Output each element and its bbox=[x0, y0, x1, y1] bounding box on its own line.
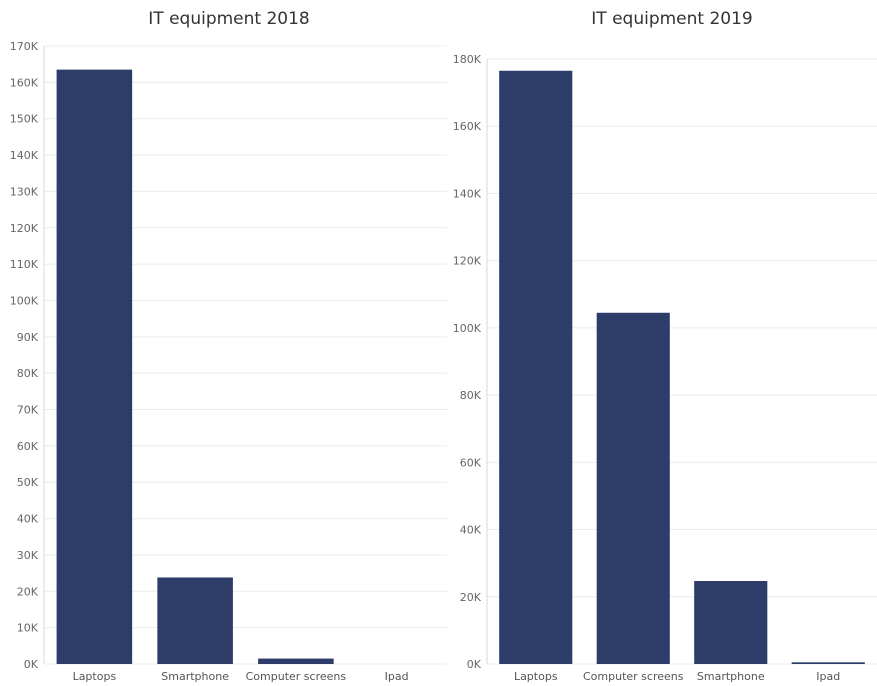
x-category-label: Computer screens bbox=[246, 670, 347, 683]
y-tick-label: 0K bbox=[24, 658, 39, 671]
y-tick-label: 130K bbox=[10, 185, 39, 198]
y-tick-label: 140K bbox=[10, 149, 39, 162]
y-tick-label: 140K bbox=[453, 187, 482, 200]
chart-title: IT equipment 2018 bbox=[148, 9, 309, 29]
y-tick-label: 30K bbox=[17, 549, 39, 562]
y-tick-label: 60K bbox=[460, 456, 482, 469]
y-tick-label: 160K bbox=[453, 120, 482, 133]
y-tick-label: 180K bbox=[453, 53, 482, 66]
y-tick-label: 100K bbox=[453, 322, 482, 335]
y-tick-label: 170K bbox=[10, 40, 39, 53]
y-tick-label: 20K bbox=[460, 591, 482, 604]
bar-computer-screens[interactable] bbox=[596, 312, 670, 664]
y-tick-label: 120K bbox=[453, 255, 482, 268]
y-tick-label: 110K bbox=[10, 258, 39, 271]
bar-smartphone[interactable] bbox=[157, 577, 233, 664]
y-tick-label: 80K bbox=[17, 367, 39, 380]
x-category-label: Ipad bbox=[385, 670, 409, 683]
bar-ipad[interactable] bbox=[791, 662, 865, 664]
y-tick-label: 60K bbox=[17, 440, 39, 453]
y-tick-label: 120K bbox=[10, 222, 39, 235]
y-tick-label: 0K bbox=[467, 658, 482, 671]
x-category-label: Computer screens bbox=[583, 670, 684, 683]
y-tick-label: 20K bbox=[17, 585, 39, 598]
y-tick-label: 40K bbox=[17, 513, 39, 526]
x-category-label: Ipad bbox=[816, 670, 840, 683]
x-category-label: Smartphone bbox=[697, 670, 765, 683]
y-tick-label: 50K bbox=[17, 476, 39, 489]
bar-laptops[interactable] bbox=[499, 70, 573, 664]
y-tick-label: 10K bbox=[17, 622, 39, 635]
x-category-label: Laptops bbox=[73, 670, 117, 683]
chart-it-equipment-2018: IT equipment 2018 0K 10K 20K 30K 40K 50K 60K 70… bbox=[10, 9, 447, 683]
y-tick-label: 100K bbox=[10, 294, 39, 307]
y-tick-label: 150K bbox=[10, 113, 39, 126]
chart-title: IT equipment 2019 bbox=[591, 9, 752, 29]
y-tick-label: 90K bbox=[17, 331, 39, 344]
y-tick-label: 70K bbox=[17, 404, 39, 417]
x-category-label: Laptops bbox=[514, 670, 558, 683]
bar-computer-screens[interactable] bbox=[258, 658, 334, 664]
y-tick-label: 80K bbox=[460, 389, 482, 402]
y-tick-label: 160K bbox=[10, 76, 39, 89]
y-tick-label: 40K bbox=[460, 524, 482, 537]
chart-it-equipment-2019: IT equipment 2019 0K 20K 40K 60K 80K 100K 120K… bbox=[453, 9, 877, 683]
bar-smartphone[interactable] bbox=[694, 580, 768, 664]
x-category-label: Smartphone bbox=[161, 670, 229, 683]
bar-laptops[interactable] bbox=[56, 69, 133, 665]
